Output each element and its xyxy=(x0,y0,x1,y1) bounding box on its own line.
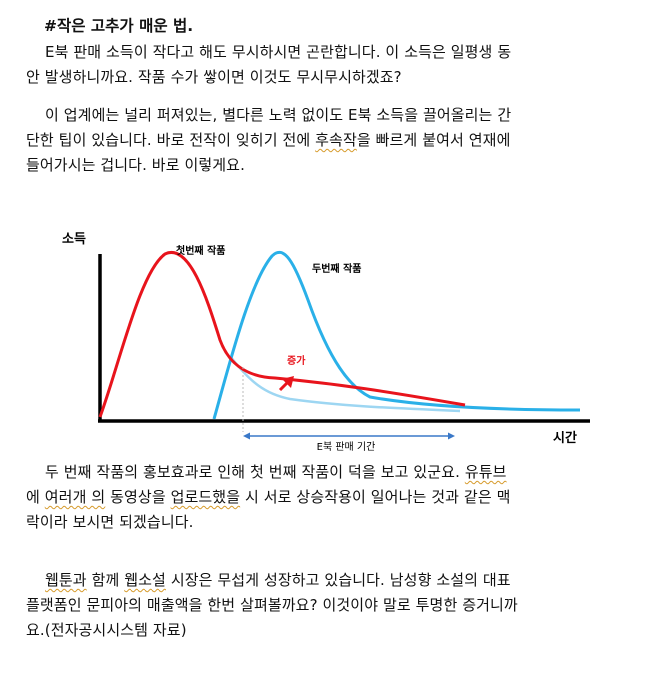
text-span: 에 xyxy=(26,488,45,506)
text-span: 을 빠르게 붙여서 연재에 xyxy=(356,131,511,149)
income-chart: 소득 시간 증가 첫번째 작품 두번째 작품 E북 판매 기간 xyxy=(62,232,590,453)
text-line: 락이라 보시면 되겠습니다. xyxy=(26,513,194,531)
text-line: 이 업계에는 널리 퍼져있는, 별다른 노력 없이도 E북 소득을 끌어올리는 … xyxy=(45,106,512,124)
spellcheck-word: 웹툰과 xyxy=(45,571,87,589)
paragraph-synergy: 두 번째 작품의 홍보효과로 인해 첫 번째 작품이 덕을 보고 있군요. 유튜… xyxy=(26,460,638,535)
text-line: 에 여러개 의 동영상을 업로드했을 시 서로 상승작용이 일어나는 것과 같은… xyxy=(26,485,638,510)
series-label-second: 두번째 작품 xyxy=(312,262,361,275)
text-line: 요.(전자공시시스템 자료) xyxy=(26,621,187,639)
text-span: 단한 팁이 있습니다. 바로 전작이 잊히기 전에 xyxy=(26,131,316,149)
text-line: 단한 팁이 있습니다. 바로 전작이 잊히기 전에 후속작을 빠르게 붙여서 연… xyxy=(26,128,638,153)
y-axis-label: 소득 xyxy=(62,232,86,247)
spellcheck-word: 후속작 xyxy=(315,131,357,149)
text-line: 안 발생하니까요. 작품 수가 쌓이면 이것도 무시무시하겠죠? xyxy=(26,68,402,86)
paragraph-market-growth: 웹툰과 함께 웹소설 시장은 무섭게 성장하고 있습니다. 남성향 소설의 대표… xyxy=(26,568,638,643)
sales-period-arrow-right-head xyxy=(448,432,455,440)
sales-period-label: E북 판매 기간 xyxy=(317,441,376,453)
text-span: 시 서로 상승작용이 일어나는 것과 같은 맥 xyxy=(240,488,511,506)
section-heading: #작은 고추가 매운 법. xyxy=(44,17,194,35)
increase-arrow-head xyxy=(282,376,294,388)
first-work-line xyxy=(98,250,466,418)
paragraph-ebook-income: E북 판매 소득이 작다고 해도 무시하시면 곤란합니다. 이 소득은 일평생 … xyxy=(26,40,638,90)
text-span: 시장은 무섭게 성장하고 있습니다. 남성향 소설의 대표 xyxy=(165,571,511,589)
text-span: 동영상을 xyxy=(105,488,171,506)
increase-label: 증가 xyxy=(287,354,306,367)
second-work-line xyxy=(212,250,581,420)
text-span: 함께 xyxy=(86,571,125,589)
text-span: 두 번째 작품의 홍보효과로 인해 첫 번째 작품이 덕을 보고 있군요. xyxy=(45,463,465,481)
text-line: 들어가시는 겁니다. 바로 이렇게요. xyxy=(26,156,245,174)
x-axis-label: 시간 xyxy=(553,430,577,446)
text-line: E북 판매 소득이 작다고 해도 무시하시면 곤란합니다. 이 소득은 일평생 … xyxy=(45,43,512,61)
text-line: 플랫폼인 문피아의 매출액을 한번 살펴볼까요? 이것이야 말로 투명한 증거니… xyxy=(26,596,518,614)
text-line: 두 번째 작품의 홍보효과로 인해 첫 번째 작품이 덕을 보고 있군요. 유튜… xyxy=(26,460,638,485)
spellcheck-word: 유튜브 xyxy=(464,463,507,481)
sales-period-arrow-left-head xyxy=(243,432,250,440)
spellcheck-word: 웹소설 xyxy=(124,571,166,589)
text-line: 웹툰과 함께 웹소설 시장은 무섭게 성장하고 있습니다. 남성향 소설의 대표 xyxy=(26,568,638,593)
series-label-first: 첫번째 작품 xyxy=(176,244,225,257)
spellcheck-word: 여러개 의 xyxy=(44,488,106,506)
first-work-baseline-line xyxy=(229,355,461,413)
paragraph-sequel-tip: 이 업계에는 널리 퍼져있는, 별다른 노력 없이도 E북 소득을 끌어올리는 … xyxy=(26,103,638,178)
spellcheck-word: 업로드했을 xyxy=(170,488,241,506)
